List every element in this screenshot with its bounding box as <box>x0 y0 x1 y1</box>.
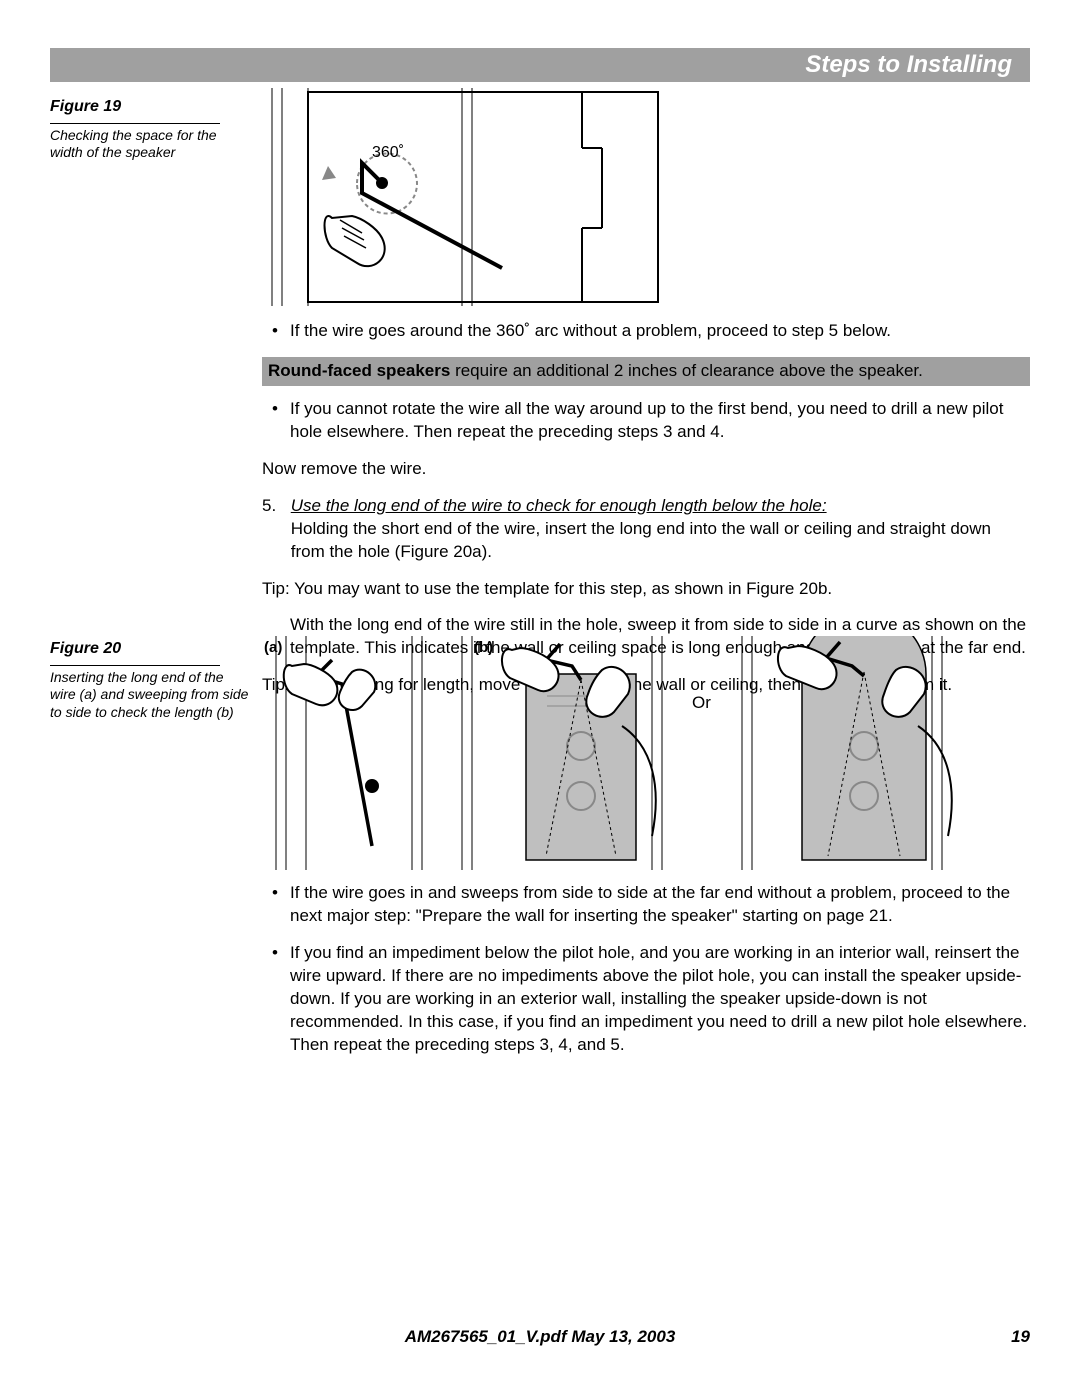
figure-19-caption: Checking the space for the width of the … <box>50 127 250 162</box>
round-faced-note-rest: require an additional 2 inches of cleara… <box>450 361 923 380</box>
now-remove-line: Now remove the wire. <box>262 458 1030 481</box>
figure-19-360-label: 360˚ <box>372 142 404 164</box>
tip-1-text: You may want to use the template for thi… <box>294 579 832 598</box>
bullet-list-b: If you cannot rotate the wire all the wa… <box>262 398 1030 444</box>
tip-1-label: Tip: <box>262 579 290 598</box>
tip-1: Tip: You may want to use the template fo… <box>262 578 1030 601</box>
figure-20-number: Figure 20 <box>50 638 250 662</box>
figure-20-label-block: Figure 20 Inserting the long end of the … <box>50 638 250 725</box>
step-5-number: 5. <box>262 495 286 518</box>
bullet-c1: If the wire goes in and sweeps from side… <box>290 882 1030 928</box>
section-title: Steps to Installing <box>805 49 1012 81</box>
figure-19-svg <box>262 88 682 306</box>
section-header-bar: Steps to Installing <box>50 48 1030 82</box>
page-footer: AM267565_01_V.pdf May 13, 2003 19 <box>50 1326 1030 1349</box>
figure-20-rule <box>50 665 220 666</box>
round-faced-note-bold: Round-faced speakers <box>268 361 450 380</box>
bullet-list-a: If the wire goes around the 360˚ arc wit… <box>262 320 1030 343</box>
step-5-body-text: Holding the short end of the wire, inser… <box>291 519 991 561</box>
figure-19-rule <box>50 123 220 124</box>
bullet-c2: If you find an impediment below the pilo… <box>290 942 1030 1057</box>
figure-20-label-or: Or <box>692 692 711 715</box>
footer-page-number: 19 <box>1011 1326 1030 1349</box>
figure-19-number: Figure 19 <box>50 96 250 120</box>
figure-19-label-block: Figure 19 Checking the space for the wid… <box>50 96 250 166</box>
figure-20-label-b: (b) <box>474 638 493 658</box>
figure-20-svg <box>262 636 1022 870</box>
bullet-b1: If you cannot rotate the wire all the wa… <box>290 398 1030 444</box>
step-5-block: 5. Use the long end of the wire to check… <box>262 495 1030 564</box>
figure-20-label-a: (a) <box>264 638 282 658</box>
body-section-2: If the wire goes in and sweeps from side… <box>262 882 1030 1071</box>
figure-20-illustration-area: (a) (b) Or <box>262 636 1030 870</box>
figure-20-caption: Inserting the long end of the wire (a) a… <box>50 669 250 722</box>
step-5-heading: Use the long end of the wire to check fo… <box>291 496 827 515</box>
round-faced-note: Round-faced speakers require an addition… <box>262 357 1030 386</box>
footer-file-date: AM267565_01_V.pdf May 13, 2003 <box>405 1326 676 1349</box>
bullet-a1: If the wire goes around the 360˚ arc wit… <box>290 320 1030 343</box>
bullet-list-c: If the wire goes in and sweeps from side… <box>262 882 1030 1057</box>
figure-19-illustration-area: 360˚ <box>262 88 1030 306</box>
